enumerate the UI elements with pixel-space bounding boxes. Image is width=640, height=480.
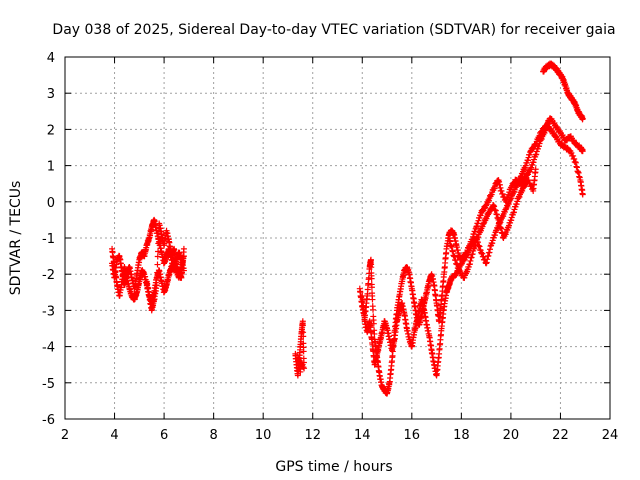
data-point (299, 322, 306, 329)
x-tick-label: 2 (61, 428, 69, 443)
y-tick-label: -1 (42, 232, 55, 247)
y-tick-label: -5 (42, 377, 55, 392)
y-tick-label: 1 (47, 160, 55, 175)
data-point (155, 240, 162, 247)
data-point (579, 191, 586, 198)
y-tick-label: -4 (42, 341, 55, 356)
data-point (368, 284, 375, 291)
data-point (155, 235, 162, 242)
data-point (300, 333, 307, 340)
y-axis-label: SDTVAR / TECUs (8, 181, 24, 296)
y-tick-label: 0 (47, 196, 55, 211)
data-point (180, 245, 187, 252)
y-tick-label: -6 (42, 413, 55, 428)
x-tick-label: 16 (404, 428, 421, 443)
x-tick-label: 14 (354, 428, 371, 443)
x-tick-label: 8 (209, 428, 217, 443)
chart-title: Day 038 of 2025, Sidereal Day-to-day VTE… (52, 22, 615, 38)
data-point (369, 296, 376, 303)
y-tick-label: 3 (47, 87, 55, 102)
data-point (370, 306, 377, 313)
data-point (532, 166, 539, 173)
x-axis-label: GPS time / hours (275, 459, 392, 475)
x-tick-label: 6 (160, 428, 168, 443)
data-point (368, 264, 375, 271)
y-tick-label: -3 (42, 304, 55, 319)
data-point (368, 275, 375, 282)
x-tick-label: 22 (552, 428, 569, 443)
data-point (154, 261, 161, 268)
y-tick-label: 2 (47, 123, 55, 138)
data-point (153, 282, 160, 289)
x-tick-label: 20 (503, 428, 520, 443)
y-axis-ticks: -6 -5 -4 -3 -2 -1 0 1 2 3 4 (42, 51, 610, 428)
data-point (370, 320, 377, 327)
y-tick-label: -2 (42, 268, 55, 283)
x-tick-label: 4 (110, 428, 118, 443)
data-point (579, 115, 586, 122)
x-tick-label: 18 (453, 428, 470, 443)
x-axis-ticks: 2 4 6 8 10 12 14 16 18 20 22 24 (61, 57, 618, 443)
data-point (371, 330, 378, 337)
y-tick-label: 4 (47, 51, 55, 66)
data-point (154, 269, 161, 276)
data-point (300, 348, 307, 355)
x-tick-label: 12 (304, 428, 321, 443)
data-point (154, 253, 161, 260)
data-point (153, 274, 160, 281)
data-point (297, 368, 304, 375)
data-points (109, 60, 586, 397)
x-tick-label: 24 (602, 428, 619, 443)
data-point (155, 248, 162, 255)
x-tick-label: 10 (255, 428, 272, 443)
data-point (579, 148, 586, 155)
